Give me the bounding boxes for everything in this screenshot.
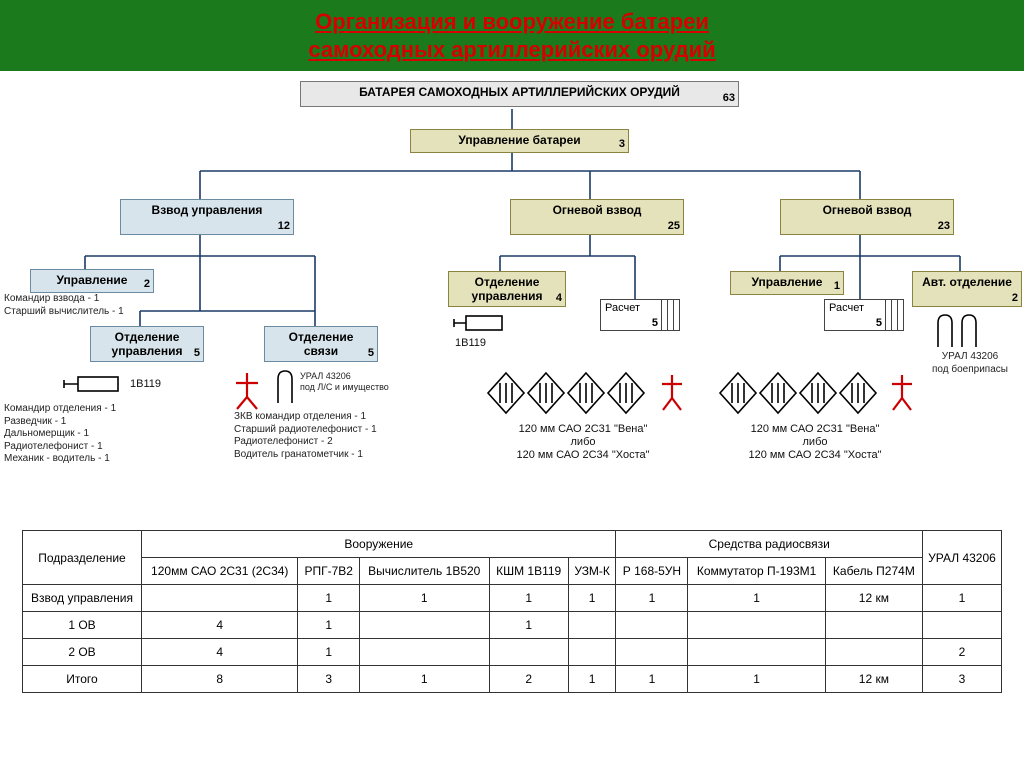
node-fire2-mgmt: Управление1 bbox=[730, 271, 844, 295]
node-control-mgmt: Управление2 bbox=[30, 269, 154, 293]
col-unit: Подразделение bbox=[23, 531, 142, 585]
person-icon bbox=[656, 373, 688, 413]
caption-sao-1: 120 мм САО 2С31 "Вена" либо 120 мм САО 2… bbox=[468, 423, 698, 463]
col-sao: 120мм САО 2С31 (2С34) bbox=[142, 558, 298, 585]
person-icon bbox=[230, 371, 264, 411]
note-control-mgmt: Командир взвода - 1 Старший вычислитель … bbox=[4, 293, 124, 318]
node-fire1-mgmt: Отделение управления4 bbox=[448, 271, 566, 307]
col-r168: Р 168-5УН bbox=[616, 558, 688, 585]
node-comm-section: Отделение связи5 bbox=[264, 326, 378, 362]
col-rpg: РПГ-7В2 bbox=[298, 558, 359, 585]
col-ural: УРАЛ 43206 bbox=[923, 531, 1002, 585]
node-battery-mgmt: Управление батареи3 bbox=[410, 129, 629, 153]
col-kshm: КШМ 1В119 bbox=[489, 558, 568, 585]
table-row: Взвод управления 11111112 км1 bbox=[23, 585, 1002, 612]
truck-icon-pair bbox=[932, 311, 986, 351]
truck-icon bbox=[272, 367, 298, 407]
col-cable: Кабель П274М bbox=[825, 558, 922, 585]
caption-ural-supplies: УРАЛ 43206 под Л/С и имущество bbox=[300, 371, 389, 394]
col-uzm: УЗМ-К bbox=[568, 558, 616, 585]
table-row: Итого 831211112 км3 bbox=[23, 666, 1002, 693]
table-row: 1 ОВ 411 bbox=[23, 612, 1002, 639]
note-control-section: Командир отделения - 1 Разведчик - 1 Дал… bbox=[4, 403, 116, 466]
title-bar: Организация и вооружение батареисамоходн… bbox=[0, 0, 1024, 71]
label-1v119-a: 1В119 bbox=[130, 378, 161, 390]
col-calc: Вычислитель 1В520 bbox=[359, 558, 489, 585]
node-battery: БАТАРЕЯ САМОХОДНЫХ АРТИЛЛЕРИЙСКИХ ОРУДИЙ… bbox=[300, 81, 739, 107]
equipment-table: Подразделение Вооружение Средства радиос… bbox=[22, 530, 1002, 693]
col-komm: Коммутатор П-193М1 bbox=[688, 558, 825, 585]
vehicle-icon bbox=[60, 371, 130, 399]
org-chart: БАТАРЕЯ САМОХОДНЫХ АРТИЛЛЕРИЙСКИХ ОРУДИЙ… bbox=[0, 71, 1024, 501]
node-fire-platoon-1: Огневой взвод25 bbox=[510, 199, 684, 235]
crew-stack-1: Расчет5 bbox=[600, 299, 685, 354]
page-title: Организация и вооружение батареисамоходн… bbox=[0, 8, 1024, 63]
node-control-platoon: Взвод управления12 bbox=[120, 199, 294, 235]
label-1v119-b: 1В119 bbox=[455, 337, 486, 349]
group-armament: Вооружение bbox=[142, 531, 616, 558]
person-icon bbox=[886, 373, 918, 413]
table-row: 2 ОВ 412 bbox=[23, 639, 1002, 666]
node-auto-section: Авт. отделение2 bbox=[912, 271, 1022, 307]
group-radio: Средства радиосвязи bbox=[616, 531, 923, 558]
vehicle-icon bbox=[450, 311, 510, 337]
caption-ural-ammo: УРАЛ 43206 под боеприпасы bbox=[920, 351, 1020, 376]
node-control-section: Отделение управления5 bbox=[90, 326, 204, 362]
crew-stack-2: Расчет5 bbox=[824, 299, 909, 354]
node-fire-platoon-2: Огневой взвод23 bbox=[780, 199, 954, 235]
note-comm-section: ЗКВ командир отделения - 1 Старший радио… bbox=[234, 411, 377, 461]
caption-sao-2: 120 мм САО 2С31 "Вена" либо 120 мм САО 2… bbox=[700, 423, 930, 463]
